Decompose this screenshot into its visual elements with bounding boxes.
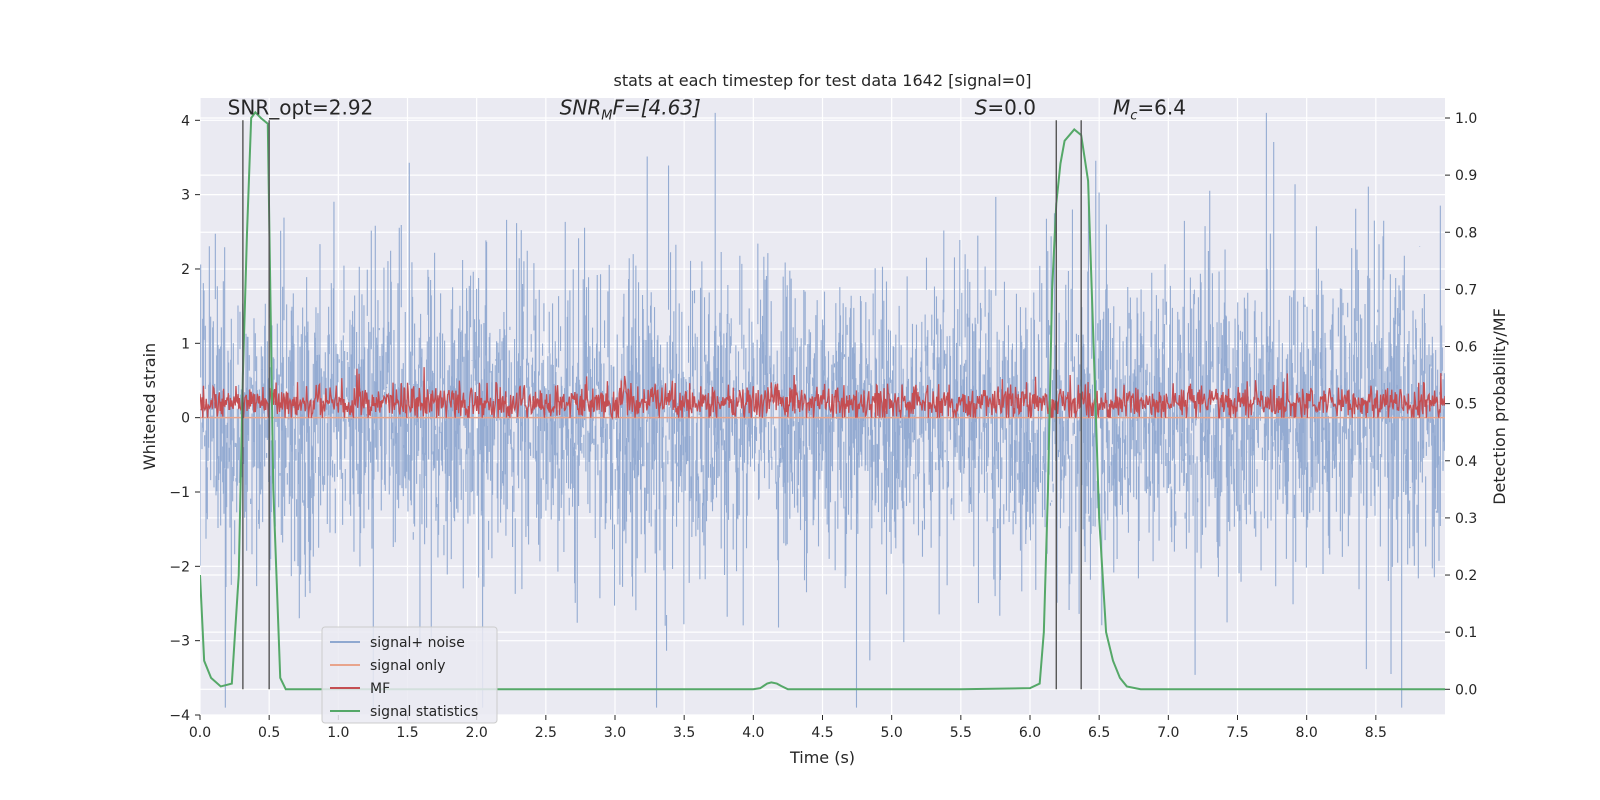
annotation-s: S=0.0 [975,95,1036,119]
x-tick-label: 6.0 [1019,725,1041,741]
x-tick-label: 1.5 [396,725,418,741]
y-ticks: −4 −3 −2 −1 0 1 2 3 4 [169,113,200,724]
x-tick-label: 0.0 [189,725,211,741]
y-tick-label: 1 [181,336,190,352]
y2-tick-label: 0.5 [1455,397,1477,413]
annotation-s-main: S [975,95,988,119]
annotation-mc-sub: c [1130,108,1137,123]
x-tick-label: 7.5 [1226,725,1248,741]
x-tick-label: 7.0 [1157,725,1179,741]
vertical-lines [242,120,1082,690]
x-tick-label: 3.5 [673,725,695,741]
y-tick-label: 0 [181,411,190,427]
y-tick-label: −2 [169,559,190,575]
annotation-mc-rest: =6.4 [1137,95,1186,119]
x-axis-label: Time (s) [789,748,855,767]
x-tick-label: 5.0 [881,725,903,741]
annotation-mc: Mc=6.4 [1113,95,1186,123]
x-tick-label: 2.5 [535,725,557,741]
y2-tick-label: 1.0 [1455,111,1477,127]
x-tick-label: 8.0 [1296,725,1318,741]
y2-tick-label: 0.1 [1455,625,1477,641]
y2-tick-label: 0.7 [1455,282,1477,298]
y2-axis-label: Detection probability/MF [1490,308,1509,505]
y2-tick-label: 0.3 [1455,511,1477,527]
x-ticks: 0.0 0.5 1.0 1.5 2.0 2.5 3.0 3.5 4.0 4.5 5.0 5.5 6.0 6… [189,715,1387,741]
x-tick-label: 0.5 [258,725,280,741]
y2-tick-label: 0.4 [1455,454,1477,470]
y-tick-label: −1 [169,485,190,501]
y-tick-label: −3 [169,634,190,650]
x-tick-label: 6.5 [1088,725,1110,741]
x-tick-label: 1.0 [327,725,349,741]
series-signal-statistics [200,110,1445,691]
series-mf [200,367,1445,421]
x-tick-label: 4.5 [811,725,833,741]
y2-ticks: 0.0 0.1 0.2 0.3 0.4 0.5 0.6 0.7 0.8 0.9 1.0 [1445,111,1477,698]
annotation-snr-opt: SNR_opt=2.92 [228,95,374,119]
x-tick-label: 3.0 [604,725,626,741]
x-tick-label: 2.0 [466,725,488,741]
annotation-mc-main: M [1113,95,1130,119]
legend-frame [321,626,498,724]
x-tick-label: 5.5 [950,725,972,741]
y-axis-label: Whitened strain [140,343,159,470]
y-tick-label: −4 [169,708,190,724]
y2-tick-label: 0.8 [1455,225,1477,241]
annotation-snr-mf-main: SNR [560,95,602,119]
y-tick-label: 2 [181,262,190,278]
y2-tick-label: 0.0 [1455,682,1477,698]
y2-tick-label: 0.9 [1455,168,1477,184]
legend-label: MF [370,681,390,697]
annotation-snr-mf: SNRMF=[4.63] [560,95,701,123]
annotation-s-rest: =0.0 [987,95,1036,119]
y-tick-label: 4 [181,113,190,129]
y2-tick-label: 0.6 [1455,340,1477,356]
annotation-snr-mf-sub: M [601,108,612,123]
legend-label: signal+ noise [370,635,465,651]
legend-label: signal only [370,658,445,674]
legend-label: signal statistics [370,704,478,720]
series-layer [200,110,1445,708]
x-tick-label: 8.5 [1365,725,1387,741]
legend: signal+ noise signal only MF signal statist… [321,626,498,724]
x-tick-label: 4.0 [742,725,764,741]
chart-title: stats at each timestep for test data 164… [613,71,1031,90]
y-tick-label: 3 [181,188,190,204]
annotation-snr-mf-rest: F=[4.63] [612,95,700,119]
y2-tick-label: 0.2 [1455,568,1477,584]
